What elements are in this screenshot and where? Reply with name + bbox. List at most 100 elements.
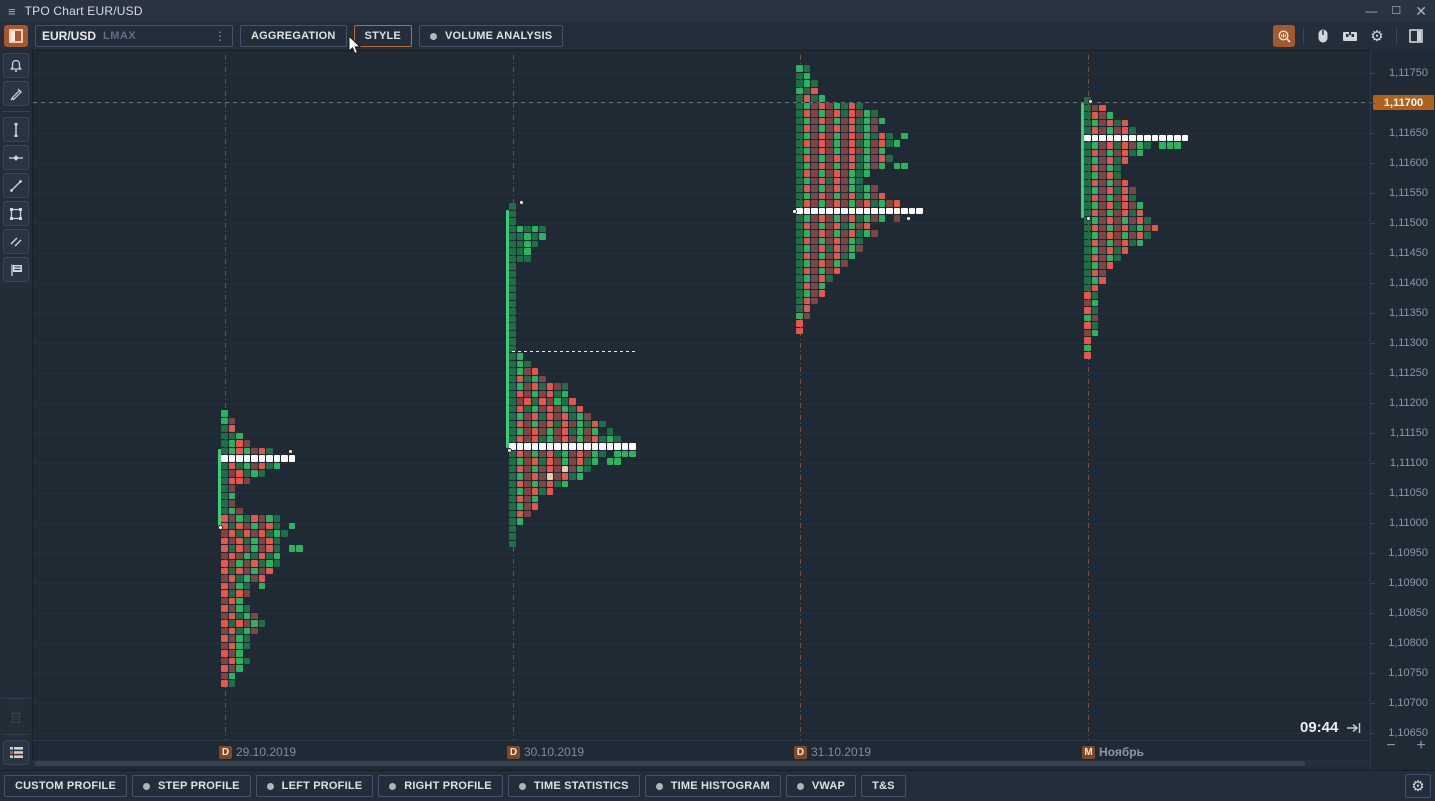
drag-handle[interactable]	[1088, 99, 1093, 104]
zoom-in-button[interactable]: +	[1416, 737, 1426, 754]
notes-tool[interactable]	[3, 257, 29, 282]
tpo-cell	[803, 185, 810, 192]
tpo-cell	[878, 200, 885, 207]
tpo-cell	[1084, 179, 1091, 186]
time-axis[interactable]: D 29.10.2019 D 30.10.2019 D 31.10.2019 M Ноябрь	[32, 740, 1370, 771]
tpo-cell	[509, 518, 516, 525]
horizontal-line-tool[interactable]	[3, 145, 29, 170]
profile-settings-button[interactable]: ⚙	[1405, 774, 1431, 798]
volume-analysis-button[interactable]: VOLUME ANALYSIS	[418, 25, 564, 47]
tpo-cell	[1084, 202, 1091, 209]
price-gridline	[33, 613, 1370, 614]
tpo-cell	[576, 413, 583, 420]
tpo-cell	[509, 398, 516, 405]
minimize-button[interactable]: —	[1365, 4, 1378, 18]
price-gridline	[33, 223, 1370, 224]
drag-handle[interactable]	[792, 209, 797, 214]
bottom-tab-vwap[interactable]: VWAP	[785, 775, 857, 797]
scrollbar-thumb[interactable]	[35, 761, 1305, 766]
bottom-tab-left-profile[interactable]: LEFT PROFILE	[255, 775, 374, 797]
tpo-cell	[1106, 224, 1113, 231]
maximize-button[interactable]: ☐	[1391, 5, 1402, 17]
tpo-cell	[281, 530, 288, 537]
tpo-cell	[516, 465, 523, 472]
menu-icon[interactable]: ≡	[8, 3, 16, 19]
zoom-out-button[interactable]: −	[1386, 737, 1396, 754]
tpo-cell	[811, 155, 818, 162]
bottom-tab-custom-profile[interactable]: CUSTOM PROFILE	[4, 775, 127, 797]
tpo-cell	[509, 420, 516, 427]
drag-handle[interactable]	[1086, 216, 1091, 221]
tpo-cell	[516, 495, 523, 502]
value-area-bar	[506, 210, 509, 448]
bottom-tab-time-histogram[interactable]: TIME HISTOGRAM	[644, 775, 781, 797]
poc-cell	[554, 443, 561, 450]
trend-line-tool[interactable]	[3, 173, 29, 198]
bottom-toolbar: CUSTOM PROFILE STEP PROFILE LEFT PROFILE RI…	[0, 770, 1435, 801]
tpo-cell	[796, 305, 803, 312]
tpo-cell	[863, 200, 870, 207]
parallel-channel-tool[interactable]	[3, 229, 29, 254]
drag-handle[interactable]	[218, 525, 223, 530]
tpo-cell	[796, 125, 803, 132]
tpo-cell	[243, 537, 250, 544]
bottom-tab-step-profile[interactable]: STEP PROFILE	[132, 775, 251, 797]
aggregation-button[interactable]: AGGREGATION	[240, 25, 347, 47]
bottom-tab-time-statistics[interactable]: TIME STATISTICS	[507, 775, 640, 797]
tpo-cell	[1091, 157, 1098, 164]
tpo-cell	[243, 642, 250, 649]
tpo-cell	[811, 245, 818, 252]
tpo-cell	[576, 465, 583, 472]
tpo-cell	[878, 147, 885, 154]
price-gridline	[33, 103, 1370, 104]
drag-handle[interactable]	[288, 449, 293, 454]
tpo-cell	[554, 398, 561, 405]
poc-cell	[886, 207, 893, 214]
drag-handle[interactable]	[507, 448, 512, 453]
session-period-badge: D	[507, 745, 520, 759]
tpo-cell	[554, 390, 561, 397]
horizontal-scrollbar[interactable]	[32, 760, 1370, 767]
panels-button[interactable]	[1339, 25, 1361, 47]
right-panel-toggle-button[interactable]	[1405, 25, 1427, 47]
tpo-cell	[796, 117, 803, 124]
tpo-cell	[856, 192, 863, 199]
tpo-cell	[833, 102, 840, 109]
brush-tool[interactable]	[3, 81, 29, 106]
tpo-cell	[1121, 202, 1128, 209]
tpo-cell	[524, 233, 531, 240]
settings-button[interactable]: ⚙	[1366, 25, 1388, 47]
alerts-tool[interactable]	[3, 53, 29, 78]
drag-handle[interactable]	[519, 200, 524, 205]
price-gridline	[33, 553, 1370, 554]
tpo-cell	[826, 267, 833, 274]
drag-handle[interactable]	[906, 216, 911, 221]
tpo-cell	[251, 447, 258, 454]
tpo-cell	[796, 132, 803, 139]
tpo-cell	[818, 222, 825, 229]
bottom-tab-right-profile[interactable]: RIGHT PROFILE	[378, 775, 503, 797]
symbol-selector[interactable]: EUR/USD LMAX ⋮	[35, 25, 233, 47]
chart-layout-button[interactable]	[4, 25, 28, 47]
kebab-menu-icon[interactable]: ⋮	[214, 29, 226, 43]
tpo-cell	[1099, 179, 1106, 186]
axis-tick	[1371, 283, 1375, 284]
bottom-tab-t-s[interactable]: T&S	[861, 775, 906, 797]
go-to-latest-icon[interactable]	[1346, 722, 1362, 734]
tpo-cell	[509, 360, 516, 367]
close-button[interactable]: ✕	[1415, 3, 1427, 19]
style-button[interactable]: STYLE	[353, 25, 412, 47]
price-axis[interactable]: 1,11750 1,11700 1,11650 1,11600 1,11550 1,115…	[1370, 50, 1435, 770]
tpo-cell	[848, 155, 855, 162]
price-label: 1,11100	[1389, 457, 1428, 469]
tpo-cell	[228, 530, 235, 537]
cursor-mode-button[interactable]	[1312, 25, 1334, 47]
tpo-cell	[591, 458, 598, 465]
market-replay-button[interactable]	[1273, 25, 1295, 47]
tpo-cell	[848, 192, 855, 199]
rectangle-tool[interactable]	[3, 201, 29, 226]
objects-list-tool[interactable]	[3, 740, 29, 765]
price-range-tool[interactable]	[3, 117, 29, 142]
tpo-cell	[826, 177, 833, 184]
